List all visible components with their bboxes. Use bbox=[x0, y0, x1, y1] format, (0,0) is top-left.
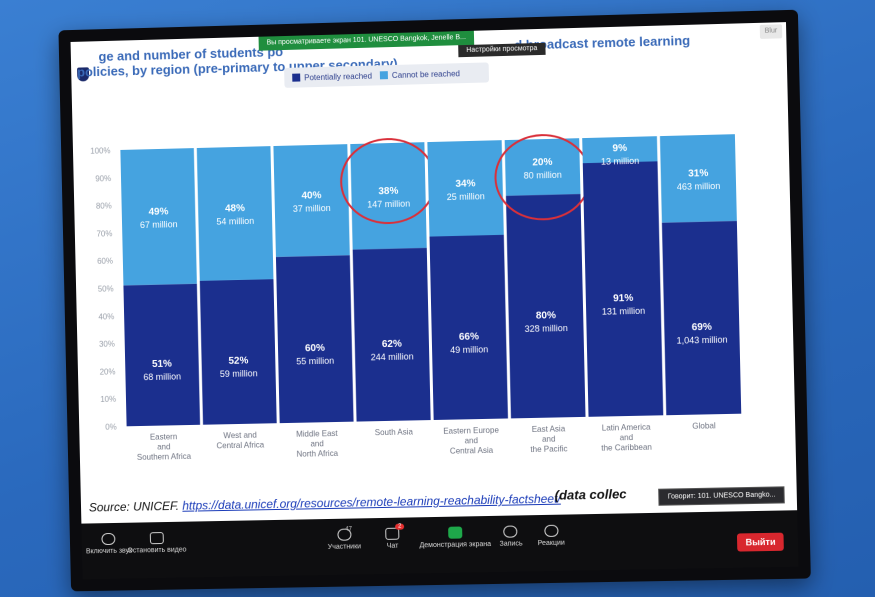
bar-reached bbox=[353, 248, 431, 422]
x-category-label: and bbox=[620, 433, 634, 442]
x-category-label: and bbox=[157, 442, 170, 451]
label-reached-count: 244 million bbox=[371, 351, 414, 362]
legend-swatch-not-reached bbox=[380, 71, 388, 79]
y-tick-label: 0% bbox=[105, 422, 117, 431]
label-reached-count: 131 million bbox=[602, 306, 645, 317]
leave-button[interactable]: Выйти bbox=[737, 533, 784, 552]
label-reached-pct: 60% bbox=[305, 343, 325, 354]
x-category-label: Central Africa bbox=[216, 440, 264, 450]
participants-button[interactable]: 47 Участники bbox=[327, 528, 361, 551]
label-reached-pct: 51% bbox=[152, 359, 172, 370]
x-category-label: Central Asia bbox=[450, 446, 494, 456]
label-reached-pct: 66% bbox=[459, 331, 479, 342]
y-tick-label: 70% bbox=[96, 229, 112, 238]
legend-label-not-reached: Cannot be reached bbox=[392, 69, 460, 80]
label-not-reached-pct: 49% bbox=[148, 207, 168, 218]
y-tick-label: 80% bbox=[96, 201, 112, 210]
data-note: (data collec bbox=[554, 486, 626, 502]
chat-badge: 2 bbox=[395, 524, 404, 530]
y-tick-label: 60% bbox=[97, 257, 113, 266]
bar-reached bbox=[583, 161, 664, 417]
y-tick-label: 100% bbox=[90, 146, 110, 155]
label-reached-pct: 80% bbox=[536, 310, 556, 322]
shared-screen: ge and number of students po d broadcast… bbox=[71, 22, 798, 524]
bar-reached bbox=[276, 255, 354, 423]
x-category-label: the Caribbean bbox=[601, 443, 652, 453]
x-category-label: Eastern bbox=[150, 432, 177, 442]
view-options-button[interactable]: Настройки просмотра bbox=[458, 43, 545, 57]
smiley-icon bbox=[544, 525, 558, 537]
unmute-button[interactable]: Включить звук bbox=[86, 533, 133, 556]
label-not-reached-pct: 48% bbox=[225, 203, 245, 214]
label-not-reached-count: 67 million bbox=[140, 219, 178, 230]
share-arrow-icon bbox=[448, 527, 462, 539]
legend-label-reached: Potentially reached bbox=[304, 71, 372, 82]
stop-video-button[interactable]: Остановить видео bbox=[127, 532, 187, 555]
x-category-label: Southern Africa bbox=[137, 452, 192, 462]
x-category-label: Middle East bbox=[296, 429, 339, 439]
x-category-label: and bbox=[310, 439, 323, 448]
label-reached-pct: 62% bbox=[382, 338, 402, 349]
bar-reached bbox=[430, 235, 508, 420]
label-not-reached-count: 37 million bbox=[293, 203, 331, 214]
monitor: ge and number of students po d broadcast… bbox=[58, 10, 810, 592]
label-not-reached-count: 25 million bbox=[447, 191, 485, 202]
x-category-label: Eastern Europe bbox=[443, 426, 499, 436]
record-button[interactable]: Запись bbox=[499, 525, 523, 547]
blur-button[interactable]: Blur bbox=[760, 24, 783, 39]
label-reached-count: 49 million bbox=[450, 344, 488, 355]
share-screen-button[interactable]: Демонстрация экрана bbox=[419, 526, 491, 549]
y-tick-label: 90% bbox=[95, 174, 111, 183]
label-not-reached-count: 54 million bbox=[216, 216, 254, 227]
x-category-label: the Pacific bbox=[530, 444, 567, 454]
x-category-label: West and bbox=[223, 431, 257, 441]
y-tick-label: 20% bbox=[100, 367, 116, 376]
y-tick-label: 50% bbox=[98, 284, 114, 293]
viewing-banner: Вы просматриваете экран 101. UNESCO Bang… bbox=[259, 31, 475, 51]
camera-icon bbox=[150, 532, 164, 544]
label-reached-pct: 91% bbox=[613, 293, 634, 305]
label-reached-count: 1,043 million bbox=[676, 335, 727, 346]
label-reached-pct: 69% bbox=[692, 322, 713, 334]
label-not-reached-pct: 20% bbox=[532, 157, 552, 169]
x-category-label: Latin America bbox=[602, 423, 652, 433]
label-not-reached-pct: 40% bbox=[301, 190, 321, 202]
y-tick-label: 30% bbox=[99, 340, 115, 349]
label-not-reached-pct: 31% bbox=[688, 168, 709, 180]
participants-count: 47 bbox=[345, 527, 352, 533]
reactions-button[interactable]: Реакции bbox=[537, 525, 565, 548]
label-reached-pct: 52% bbox=[228, 356, 248, 367]
speaker-indicator: Говорит: 101. UNESCO Bangko... bbox=[658, 486, 784, 505]
x-category-label: North Africa bbox=[296, 449, 338, 459]
bar-reached bbox=[662, 221, 741, 415]
y-tick-label: 40% bbox=[98, 312, 114, 321]
y-tick-label: 10% bbox=[100, 395, 116, 404]
label-not-reached-pct: 38% bbox=[378, 186, 398, 198]
record-icon bbox=[504, 525, 518, 537]
label-not-reached-count: 13 million bbox=[601, 156, 639, 167]
legend-swatch-reached bbox=[292, 74, 300, 82]
x-category-label: Global bbox=[692, 421, 716, 431]
x-category-label: East Asia bbox=[532, 424, 566, 434]
label-not-reached-count: 147 million bbox=[367, 198, 410, 209]
bar-reached bbox=[506, 194, 586, 418]
label-not-reached-pct: 34% bbox=[455, 178, 475, 190]
source-label: Source: UNICEF. bbox=[89, 499, 179, 515]
stacked-bar-chart: 0% 10% 20% 30% 40% 50% 60% 70% 80% 90% 100% 51%68 m… bbox=[72, 82, 797, 498]
label-reached-count: 328 million bbox=[525, 323, 568, 334]
chat-button[interactable]: 2 Чат bbox=[385, 528, 399, 550]
label-reached-count: 55 million bbox=[296, 356, 334, 367]
label-reached-count: 68 million bbox=[143, 371, 181, 382]
microphone-muted-icon bbox=[102, 533, 116, 545]
label-reached-count: 59 million bbox=[220, 368, 258, 379]
bar-reached bbox=[123, 284, 200, 427]
x-category-label: South Asia bbox=[375, 427, 414, 437]
label-not-reached-count: 463 million bbox=[677, 181, 721, 192]
x-category-label: and bbox=[542, 435, 556, 444]
x-category-label: and bbox=[465, 436, 479, 445]
chart-legend: Potentially reached Cannot be reached bbox=[284, 62, 489, 87]
bar-reached bbox=[200, 279, 277, 425]
label-not-reached-pct: 9% bbox=[612, 143, 627, 154]
label-not-reached-count: 80 million bbox=[524, 169, 562, 180]
